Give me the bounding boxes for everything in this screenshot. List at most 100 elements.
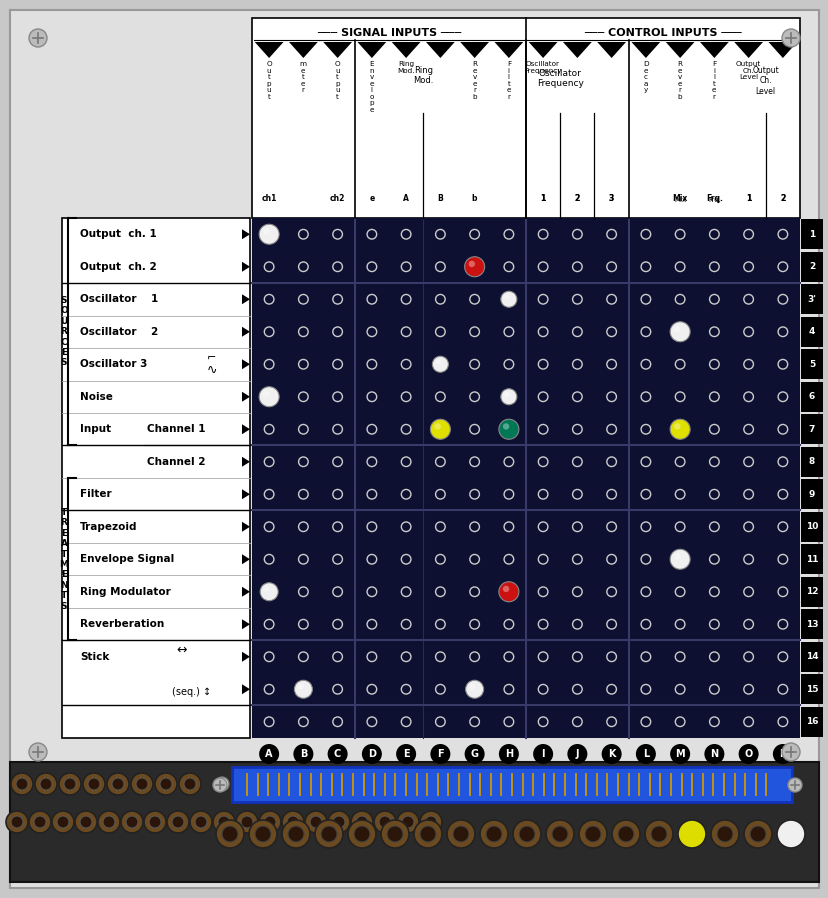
- Text: Stick: Stick: [80, 652, 109, 662]
- Text: 3: 3: [609, 194, 614, 203]
- Circle shape: [29, 29, 47, 47]
- Circle shape: [434, 423, 440, 429]
- Circle shape: [397, 811, 418, 833]
- Polygon shape: [242, 327, 250, 337]
- Circle shape: [293, 744, 313, 764]
- Polygon shape: [242, 424, 250, 435]
- Circle shape: [373, 811, 396, 833]
- Circle shape: [432, 357, 448, 373]
- Polygon shape: [631, 42, 659, 58]
- Circle shape: [485, 826, 502, 842]
- Text: ─── CONTROL INPUTS ───: ─── CONTROL INPUTS ───: [584, 28, 741, 38]
- Circle shape: [704, 744, 724, 764]
- Circle shape: [518, 826, 534, 842]
- Text: C: C: [334, 749, 341, 759]
- Text: 13: 13: [805, 620, 817, 629]
- Circle shape: [171, 816, 184, 828]
- Circle shape: [498, 582, 518, 602]
- Text: A: A: [402, 194, 408, 203]
- Circle shape: [710, 820, 738, 848]
- Text: M: M: [675, 749, 684, 759]
- Bar: [800, 382, 822, 411]
- Circle shape: [452, 826, 469, 842]
- Bar: [800, 349, 822, 379]
- Polygon shape: [242, 522, 250, 532]
- Circle shape: [669, 550, 689, 569]
- Circle shape: [601, 744, 621, 764]
- Text: T
R
E
A
T
M
E
N
T
S: T R E A T M E N T S: [60, 508, 69, 611]
- Circle shape: [503, 585, 508, 592]
- Polygon shape: [242, 684, 250, 694]
- Bar: [252, 18, 799, 218]
- Bar: [800, 219, 822, 250]
- Circle shape: [259, 224, 279, 244]
- Polygon shape: [426, 42, 455, 58]
- Text: A: A: [265, 749, 272, 759]
- Circle shape: [34, 816, 46, 828]
- Polygon shape: [357, 42, 386, 58]
- Text: e: e: [368, 194, 374, 203]
- Text: G: G: [470, 749, 478, 759]
- Text: R
e
v
e
r
b: R e v e r b: [676, 61, 681, 100]
- Circle shape: [378, 816, 391, 828]
- Circle shape: [430, 419, 450, 439]
- Text: 6: 6: [808, 392, 814, 401]
- Circle shape: [214, 777, 229, 791]
- Bar: [800, 447, 822, 477]
- Circle shape: [255, 826, 271, 842]
- Circle shape: [98, 811, 120, 833]
- Polygon shape: [323, 42, 352, 58]
- Circle shape: [297, 684, 303, 690]
- Circle shape: [287, 826, 304, 842]
- Circle shape: [29, 811, 51, 833]
- Text: Channel 1: Channel 1: [147, 424, 205, 435]
- Bar: [800, 414, 822, 445]
- Polygon shape: [734, 42, 762, 58]
- Circle shape: [126, 816, 137, 828]
- Circle shape: [80, 816, 92, 828]
- Circle shape: [772, 744, 792, 764]
- Text: P: P: [778, 749, 786, 759]
- Circle shape: [749, 826, 765, 842]
- Bar: [800, 642, 822, 672]
- Circle shape: [413, 820, 441, 848]
- Circle shape: [282, 820, 310, 848]
- Text: 1: 1: [808, 230, 814, 239]
- Bar: [800, 577, 822, 607]
- Polygon shape: [242, 229, 250, 239]
- Bar: [800, 674, 822, 704]
- Circle shape: [513, 820, 541, 848]
- Text: B: B: [300, 749, 306, 759]
- Text: E: E: [402, 749, 409, 759]
- Circle shape: [166, 811, 189, 833]
- Circle shape: [435, 359, 440, 365]
- Circle shape: [611, 820, 639, 848]
- Circle shape: [11, 773, 33, 795]
- Text: 1: 1: [745, 194, 750, 203]
- Text: 16: 16: [805, 718, 817, 726]
- Bar: [800, 285, 822, 314]
- Text: 3: 3: [609, 194, 614, 203]
- Bar: [252, 218, 799, 738]
- Circle shape: [103, 816, 115, 828]
- Circle shape: [498, 419, 518, 439]
- Circle shape: [40, 778, 52, 790]
- Circle shape: [195, 816, 207, 828]
- Text: F: F: [436, 749, 443, 759]
- Polygon shape: [596, 42, 625, 58]
- Text: Input: Input: [80, 424, 111, 435]
- Polygon shape: [289, 42, 317, 58]
- Polygon shape: [392, 42, 420, 58]
- Text: b: b: [471, 194, 477, 203]
- Circle shape: [263, 586, 269, 592]
- Circle shape: [57, 816, 69, 828]
- Polygon shape: [768, 42, 797, 58]
- Circle shape: [218, 816, 229, 828]
- Circle shape: [315, 820, 343, 848]
- Circle shape: [500, 389, 516, 405]
- Text: m
e
t
e
r: m e t e r: [300, 61, 306, 93]
- Circle shape: [503, 423, 508, 429]
- Circle shape: [327, 744, 347, 764]
- Circle shape: [149, 816, 161, 828]
- Circle shape: [464, 744, 484, 764]
